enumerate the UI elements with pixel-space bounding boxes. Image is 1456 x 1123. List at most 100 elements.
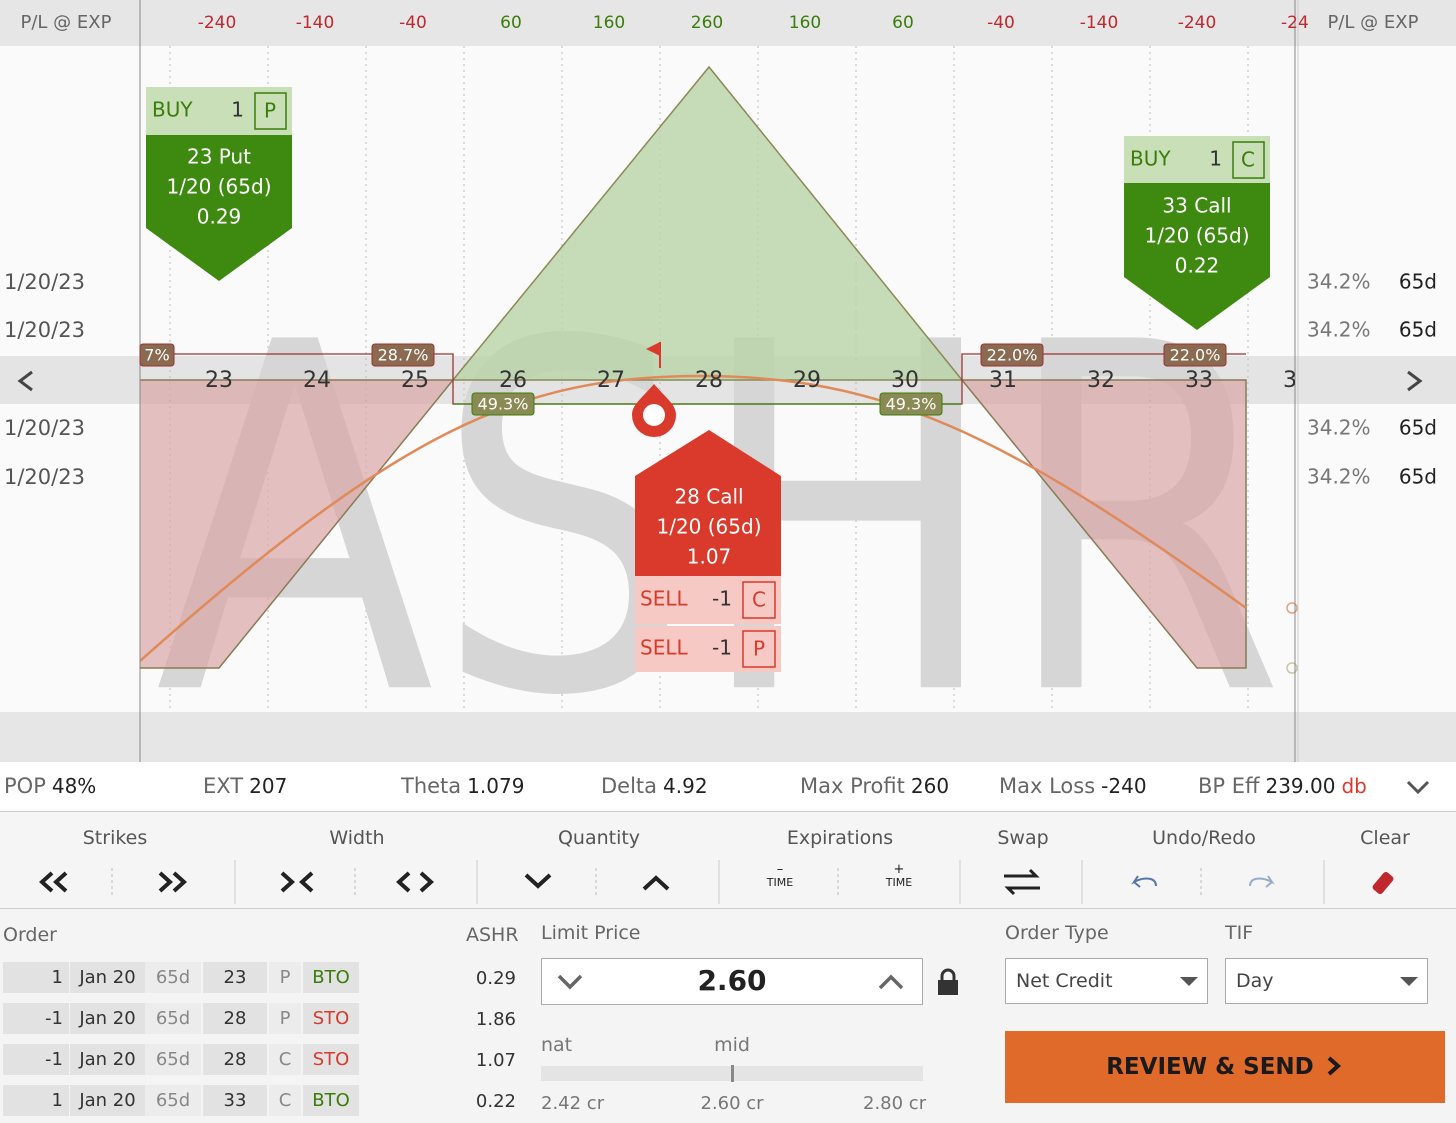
order-date: Jan 20 bbox=[70, 1044, 145, 1075]
implied-vol: 34.2% bbox=[1307, 416, 1371, 440]
leg-side: BUY bbox=[152, 98, 193, 122]
mid-price: 2.60 cr bbox=[700, 1093, 764, 1114]
leg-desc: 28 Call bbox=[674, 485, 743, 509]
stat: BP Eff 239.00 db bbox=[1198, 774, 1367, 798]
order-kind: P bbox=[269, 1003, 301, 1034]
dropdown-arrow bbox=[1180, 977, 1198, 986]
stat-label: Max Loss bbox=[999, 774, 1096, 798]
stat-value: 1.079 bbox=[467, 774, 525, 798]
redo[interactable] bbox=[1249, 875, 1275, 888]
order-qty: 1 bbox=[3, 962, 69, 993]
toolbar-group-label: Expirations bbox=[786, 827, 894, 849]
mid-label: mid bbox=[714, 1034, 750, 1056]
undo[interactable] bbox=[1131, 875, 1157, 888]
strikes-up[interactable] bbox=[158, 871, 187, 893]
leg-kind: C bbox=[1241, 148, 1255, 172]
stat-value: -240 bbox=[1101, 774, 1147, 798]
tif-select[interactable]: Day bbox=[1225, 958, 1428, 1004]
strike-label: 27 bbox=[597, 368, 625, 393]
stat-label: EXT bbox=[203, 774, 244, 798]
order-qty: -1 bbox=[3, 1044, 69, 1075]
expiration-date: 1/20/23 bbox=[4, 465, 85, 489]
slider-thumb[interactable] bbox=[731, 1065, 734, 1082]
scroll-left[interactable] bbox=[17, 370, 33, 392]
strike-label: 24 bbox=[303, 368, 331, 393]
width-narrow[interactable] bbox=[280, 871, 314, 893]
leg-side: SELL bbox=[640, 587, 688, 611]
pl-value: -140 bbox=[296, 13, 335, 33]
lock-icon[interactable] bbox=[935, 968, 961, 998]
quantity-up[interactable] bbox=[642, 875, 670, 891]
stat: Max Profit 260 bbox=[800, 774, 949, 798]
limit-down[interactable] bbox=[555, 970, 585, 994]
strike-label: 31 bbox=[989, 368, 1017, 393]
toolbar-group-label: Strikes bbox=[82, 827, 148, 849]
swap[interactable] bbox=[1004, 868, 1040, 896]
strike-label: 34 bbox=[1283, 368, 1311, 393]
pl-value: 60 bbox=[500, 13, 522, 33]
leg-kind: P bbox=[753, 637, 765, 661]
scroll-right[interactable] bbox=[1407, 370, 1423, 392]
probability-badge bbox=[139, 343, 175, 367]
leg-price: 0.22 bbox=[1175, 254, 1220, 278]
days-to-exp: 65d bbox=[1399, 270, 1437, 294]
nat-label: nat bbox=[541, 1034, 573, 1056]
order-strike: 28 bbox=[203, 1003, 267, 1034]
stat-value: 4.92 bbox=[663, 774, 708, 798]
days-to-exp: 65d bbox=[1399, 416, 1437, 440]
clear[interactable] bbox=[1371, 871, 1394, 896]
leg-qty: 1 bbox=[1209, 147, 1222, 171]
strikes-down[interactable] bbox=[39, 871, 68, 893]
nat-price: 2.42 cr bbox=[541, 1093, 605, 1114]
expiration-later[interactable]: + TIME bbox=[886, 863, 912, 888]
limit-label: Limit Price bbox=[541, 922, 641, 944]
card-header bbox=[146, 87, 292, 135]
order-strike: 28 bbox=[203, 1044, 267, 1075]
expiration-date: 1/20/23 bbox=[4, 416, 85, 440]
sell-row bbox=[635, 626, 781, 672]
pl-value: -240 bbox=[1178, 13, 1217, 33]
review-send-button[interactable]: REVIEW & SEND bbox=[1005, 1031, 1445, 1103]
expiration-earlier[interactable]: – TIME bbox=[767, 863, 793, 888]
stat: Max Loss -240 bbox=[999, 774, 1147, 798]
payoff-shapes bbox=[140, 65, 1247, 669]
toolbar-icons bbox=[39, 860, 1394, 904]
stat-label: Delta bbox=[601, 774, 658, 798]
order-kind: P bbox=[269, 962, 301, 993]
width-wide[interactable] bbox=[396, 871, 434, 893]
quantity-down[interactable] bbox=[524, 873, 552, 889]
expand-stats[interactable] bbox=[1404, 776, 1432, 798]
leg-price: 1.07 bbox=[687, 545, 732, 569]
days-to-exp: 65d bbox=[1399, 465, 1437, 489]
strike-label: 25 bbox=[401, 368, 429, 393]
buy-put-card[interactable]: BUY 1 P 23 Put 1/20 (65d) 0.29 bbox=[146, 87, 292, 281]
stat-value: 207 bbox=[249, 774, 288, 798]
limit-up[interactable] bbox=[876, 970, 906, 994]
leg-qty: -1 bbox=[712, 587, 732, 611]
pl-value: -40 bbox=[399, 13, 427, 33]
order-action: BTO bbox=[303, 962, 359, 993]
limit-box bbox=[541, 958, 923, 1005]
stat: POP 48% bbox=[4, 774, 96, 798]
order-strike: 23 bbox=[203, 962, 267, 993]
pl-value: -40 bbox=[987, 13, 1015, 33]
order-price: 1.07 bbox=[475, 1050, 516, 1071]
order-price: 0.22 bbox=[475, 1091, 516, 1112]
stat-value: 239.00 bbox=[1265, 774, 1336, 798]
order-type-select[interactable]: Net Credit bbox=[1005, 958, 1208, 1004]
days-to-exp: 65d bbox=[1399, 318, 1437, 342]
order-date: Jan 20 bbox=[70, 1003, 145, 1034]
limit-price[interactable]: 2.60 bbox=[697, 964, 767, 997]
payoff-end-marker bbox=[1286, 662, 1298, 674]
sell-card[interactable]: 28 Call 1/20 (65d) 1.07 SELL -1 C SELL -… bbox=[635, 430, 781, 672]
footer-band bbox=[0, 712, 1456, 762]
leg-qty: 1 bbox=[231, 98, 244, 122]
implied-vol: 34.2% bbox=[1307, 465, 1371, 489]
review-send-label: REVIEW & SEND bbox=[1106, 1054, 1314, 1080]
loss-area-right bbox=[960, 379, 1247, 669]
stat: Delta 4.92 bbox=[601, 774, 708, 798]
order-dte: 65d bbox=[145, 1085, 201, 1116]
leg-qty: -1 bbox=[712, 636, 732, 660]
toolbar-group-label: Width bbox=[329, 827, 385, 849]
buy-call-card[interactable]: BUY 1 C 33 Call 1/20 (65d) 0.22 bbox=[1124, 136, 1270, 330]
